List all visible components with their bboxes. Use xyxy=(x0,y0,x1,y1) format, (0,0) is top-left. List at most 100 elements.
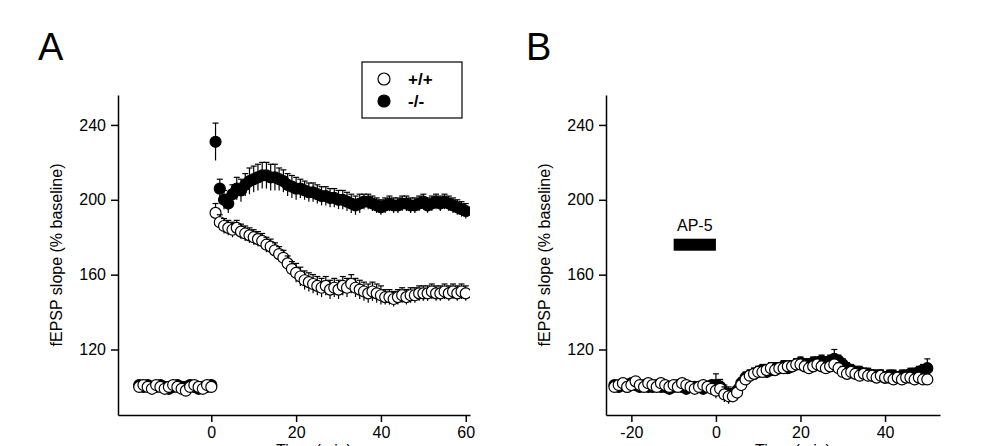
x-tick-label: -20 xyxy=(620,424,643,441)
error-bar-cap xyxy=(280,250,286,251)
error-bar-cap xyxy=(263,162,269,163)
error-bar-cap xyxy=(268,238,274,239)
error-bar-cap xyxy=(450,283,456,284)
x-axis: -2002040 xyxy=(607,415,941,441)
error-bar-cap xyxy=(459,283,465,284)
y-tick: 120 xyxy=(79,341,118,358)
x-tick-mark xyxy=(466,415,468,422)
error-bar-cap xyxy=(217,214,223,215)
x-tick: 20 xyxy=(792,415,810,441)
error-bar-cap xyxy=(272,242,278,243)
panel: 0204060120160200240Time (min)fEPSP slope… xyxy=(38,26,475,446)
error-bar-cap xyxy=(721,386,727,387)
error-bar-cap xyxy=(314,276,320,277)
error-bar-cap xyxy=(369,282,375,283)
error-bar-cap xyxy=(420,194,426,195)
error-bar-cap xyxy=(225,220,231,221)
y-tick: 240 xyxy=(567,117,606,134)
y-tick-mark xyxy=(111,125,118,127)
error-bar-cap xyxy=(365,283,371,284)
x-tick: -20 xyxy=(620,415,643,441)
error-bar-cap xyxy=(327,280,333,281)
y-tick: 160 xyxy=(79,266,118,283)
error-bar-cap xyxy=(344,192,350,193)
y-tick-label: 120 xyxy=(79,341,106,358)
series xyxy=(609,350,933,402)
error-bar-cap xyxy=(374,283,380,284)
y-tick: 120 xyxy=(567,341,606,358)
y-tick-mark xyxy=(599,125,606,127)
data-point xyxy=(460,288,470,299)
y-tick-mark xyxy=(599,349,606,351)
y-tick: 200 xyxy=(567,191,606,208)
error-bar-cap xyxy=(352,278,358,279)
error-bar-cap xyxy=(331,278,337,279)
y-tick-mark xyxy=(599,274,606,276)
error-bar-cap xyxy=(221,190,227,191)
y-axis: 120 160 200 240 xyxy=(79,96,118,416)
error-bar-cap xyxy=(251,229,257,230)
panel-label: B xyxy=(526,26,551,68)
series xyxy=(134,123,470,394)
figure: 0204060120160200240Time (min)fEPSP slope… xyxy=(0,0,1000,446)
annotation: AP-5 xyxy=(677,217,713,234)
x-tick-mark xyxy=(800,415,802,422)
error-bar-cap xyxy=(433,194,439,195)
error-bar-cap xyxy=(276,167,282,168)
x-tick-label: 20 xyxy=(792,424,810,441)
error-bar-cap xyxy=(234,220,240,221)
x-tick: 0 xyxy=(207,415,216,441)
x-tick-label: 40 xyxy=(373,424,391,441)
y-tick: 240 xyxy=(79,117,118,134)
error-bar-cap xyxy=(450,197,456,198)
legend-symbol xyxy=(378,73,390,85)
legend-box xyxy=(362,62,462,118)
error-bar-cap xyxy=(255,164,261,165)
data-point xyxy=(460,206,470,217)
error-bar-cap xyxy=(831,356,837,357)
y-axis-line xyxy=(118,96,120,416)
error-bar-cap xyxy=(221,218,227,219)
error-bar-cap xyxy=(348,274,354,275)
error-bar-cap xyxy=(259,233,265,234)
error-bar-cap xyxy=(289,175,295,176)
x-axis-title: Time (min) xyxy=(276,442,352,446)
error-bar-cap xyxy=(213,122,219,123)
legend-label: -/- xyxy=(408,92,424,111)
error-bar-cap xyxy=(429,283,435,284)
series xyxy=(134,204,470,397)
error-bar-cap xyxy=(276,246,282,247)
legend-label: +/+ xyxy=(408,70,433,89)
x-tick-mark xyxy=(211,415,213,422)
error-bar-cap xyxy=(310,182,316,183)
error-bar-cap xyxy=(255,231,261,232)
x-tick-mark xyxy=(631,415,633,422)
x-axis: 0204060 xyxy=(119,415,476,441)
error-bar-cap xyxy=(302,180,308,181)
error-bar-cap xyxy=(285,255,291,256)
error-bar-cap xyxy=(361,282,367,283)
error-bar-cap xyxy=(340,190,346,191)
y-tick-label: 160 xyxy=(567,266,594,283)
y-tick-label: 200 xyxy=(79,191,106,208)
x-tick-mark xyxy=(716,415,718,422)
error-bar-cap xyxy=(340,276,346,277)
error-bar-cap xyxy=(310,274,316,275)
series xyxy=(609,357,933,404)
x-axis-line xyxy=(607,415,941,417)
error-bar-cap xyxy=(293,177,299,178)
error-bar-cap xyxy=(446,195,452,196)
error-bar-cap xyxy=(726,388,732,389)
x-tick: 40 xyxy=(373,415,391,441)
error-bar-cap xyxy=(285,173,291,174)
x-tick-label: 20 xyxy=(288,424,306,441)
error-bar-cap xyxy=(306,272,312,273)
error-bar-cap xyxy=(323,276,329,277)
error-bar-cap xyxy=(352,195,358,196)
error-bar-cap xyxy=(246,167,252,168)
error-bar-cap xyxy=(365,194,371,195)
y-tick-mark xyxy=(111,349,118,351)
error-bar-cap xyxy=(378,285,384,286)
error-bar-cap xyxy=(399,287,405,288)
error-bar-cap xyxy=(454,199,460,200)
